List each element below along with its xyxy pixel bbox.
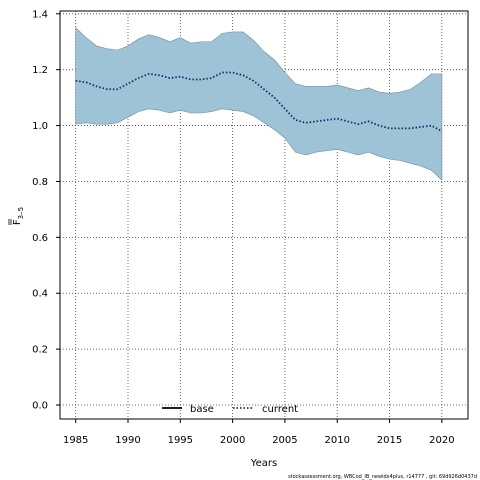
x-tick-label: 2000 — [220, 435, 245, 446]
y-tick-label: 1.0 — [32, 121, 48, 132]
confidence-band-current — [75, 27, 443, 181]
svg-text:F3–5: F3–5 — [12, 207, 25, 225]
y-tick-label: 0.8 — [32, 177, 48, 188]
y-axis-label: F3–5 — [8, 207, 25, 225]
y-tick-label: 0.6 — [32, 233, 48, 244]
x-axis: 1985 1990 1995 2000 2005 2010 2015 2020 — [63, 419, 455, 446]
footnote: stockassessment.org, WBCod_IB_newidx4plu… — [288, 474, 477, 480]
y-tick-label: 0.4 — [32, 289, 48, 300]
y-tick-label: 1.2 — [32, 65, 48, 76]
y-tick-label: 1.4 — [32, 9, 48, 20]
y-tick-label: 0.2 — [32, 345, 48, 356]
x-tick-label: 2015 — [377, 435, 402, 446]
y-axis-label-sub: 3–5 — [17, 207, 25, 219]
x-axis-label: Years — [250, 458, 277, 469]
x-tick-label: 2010 — [325, 435, 350, 446]
series-line-current — [75, 71, 443, 132]
y-axis-label-main: F — [12, 219, 23, 225]
legend-label-current: current — [262, 404, 298, 415]
legend-label-base: base — [190, 404, 214, 415]
x-tick-label: 2005 — [272, 435, 297, 446]
y-tick-label: 0.0 — [32, 401, 48, 412]
x-tick-label: 2020 — [429, 435, 454, 446]
plot-frame — [59, 10, 469, 420]
grid — [60, 11, 468, 419]
x-tick-label: 1995 — [168, 435, 193, 446]
x-tick-label: 1990 — [115, 435, 140, 446]
legend: base current — [162, 404, 298, 415]
x-tick-label: 1985 — [63, 435, 88, 446]
y-axis: 0.0 0.2 0.4 0.6 0.8 1.0 1.2 1.4 — [32, 9, 60, 412]
